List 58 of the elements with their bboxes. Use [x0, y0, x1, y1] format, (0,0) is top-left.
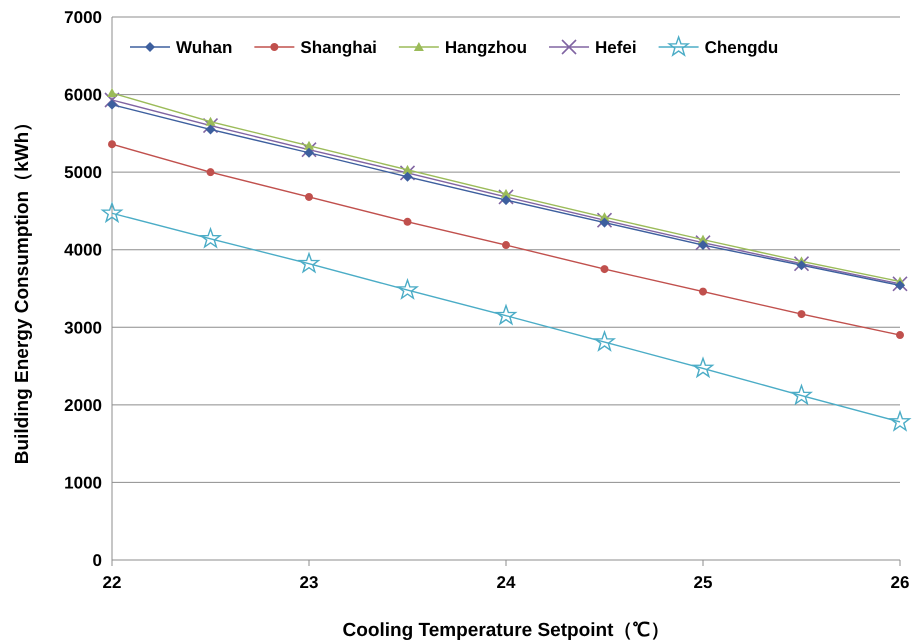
point [206, 124, 216, 134]
point [600, 218, 610, 228]
point [698, 240, 708, 250]
y-tick-label: 6000 [64, 86, 102, 105]
y-tick-label: 0 [92, 551, 102, 570]
point [796, 260, 806, 270]
point [501, 195, 511, 206]
point [594, 331, 615, 351]
legend-label: Shanghai [300, 38, 377, 57]
y-axis-title: Building Energy Consumption（kWh） [12, 112, 33, 464]
point [206, 116, 216, 126]
point [107, 100, 117, 110]
x-tick-label: 22 [102, 573, 122, 592]
point [102, 202, 122, 222]
point [600, 265, 608, 274]
point [206, 168, 214, 176]
y-tick-label: 4000 [64, 240, 102, 260]
point [104, 92, 120, 108]
point [892, 276, 908, 292]
point [298, 252, 320, 272]
point [794, 256, 810, 272]
x-tick-label: 25 [694, 573, 712, 592]
y-tick-label: 1000 [64, 473, 102, 492]
point [699, 288, 707, 296]
x-tick-label: 24 [496, 573, 516, 592]
point [596, 212, 612, 228]
point [798, 310, 806, 318]
point [108, 140, 116, 148]
y-tick-label: 3000 [64, 318, 102, 338]
point [692, 358, 714, 378]
point [498, 189, 514, 205]
point [301, 142, 317, 158]
point [200, 228, 221, 248]
point [397, 279, 418, 299]
legend-label: Chengdu [704, 38, 778, 57]
y-tick-label: 7000 [64, 8, 102, 27]
point [502, 241, 510, 250]
legend-label: Hefei [595, 38, 637, 57]
point [890, 411, 910, 431]
point [404, 218, 412, 226]
point [791, 384, 812, 404]
x-tick-label: 23 [300, 573, 318, 592]
point [305, 192, 313, 201]
point [107, 88, 117, 98]
y-tick-label: 5000 [64, 163, 102, 182]
point [400, 165, 416, 181]
point [496, 304, 516, 324]
legend-label: Hangzhou [444, 38, 528, 57]
point [402, 172, 412, 182]
point [695, 234, 711, 251]
x-tick-label: 26 [890, 573, 910, 592]
point [896, 331, 904, 340]
point [304, 148, 314, 158]
legend-label: Wuhan [176, 38, 232, 57]
point [895, 280, 905, 290]
y-tick-label: 2000 [64, 396, 102, 415]
x-axis-title: Cooling Temperature Setpoint（℃） [342, 620, 670, 641]
point [202, 118, 218, 134]
